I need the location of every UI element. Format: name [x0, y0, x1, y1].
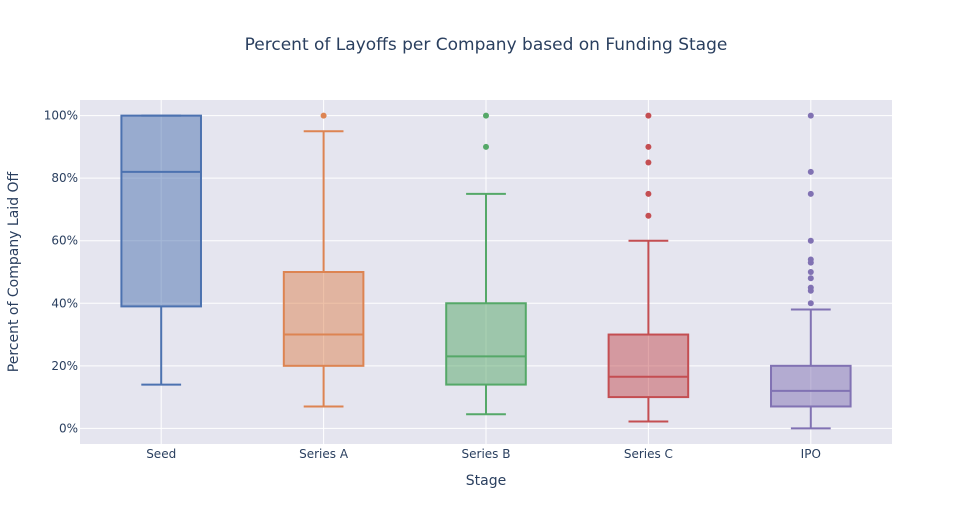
outlier-point [807, 284, 814, 291]
outlier-point [807, 300, 814, 307]
y-tick-label: 100% [44, 109, 78, 123]
outlier-point [645, 112, 652, 119]
outlier-point [807, 269, 814, 275]
iqr-box [445, 302, 527, 386]
outlier-point [807, 275, 814, 282]
iqr-box [120, 114, 202, 308]
y-tick-label: 40% [51, 296, 78, 310]
outlier-point [807, 190, 814, 197]
outlier-point [807, 112, 814, 119]
y-tick-label: 0% [59, 421, 78, 435]
x-axis-ticks: Seed Series A Series B Series C IPO [146, 447, 821, 461]
x-tick-label: Series C [624, 447, 673, 461]
box-ipo [770, 112, 852, 430]
outlier-point [645, 190, 652, 197]
outlier-point [807, 168, 814, 175]
outlier-point [645, 143, 652, 150]
outlier-point [645, 212, 652, 219]
box-series-c [607, 112, 690, 423]
iqr-box [282, 271, 365, 367]
y-axis-ticks: 0% 20% 40% 60% 80% 100% [44, 109, 78, 436]
iqr-box [770, 364, 852, 408]
outlier-point [645, 159, 652, 166]
box-seed [120, 114, 202, 386]
y-axis-title: Percent of Company Laid Off [6, 171, 22, 372]
x-tick-label: Series B [462, 447, 511, 461]
outlier-point [320, 112, 327, 119]
x-tick-label: Seed [146, 447, 176, 461]
boxes [120, 112, 852, 430]
outlier-point [807, 256, 814, 263]
box-series-a [282, 112, 365, 408]
y-tick-label: 20% [51, 359, 78, 373]
outlier-point [483, 112, 489, 119]
iqr-box [607, 333, 690, 399]
chart-title: Percent of Layoffs per Company based on … [245, 35, 728, 55]
outlier-point [483, 143, 489, 150]
x-axis-title: Stage [466, 473, 506, 489]
x-tick-label: IPO [801, 447, 821, 461]
box-series-b [445, 112, 527, 416]
y-tick-label: 80% [51, 171, 78, 185]
y-tick-label: 60% [51, 234, 78, 248]
outlier-point [807, 237, 814, 244]
x-tick-label: Series A [299, 447, 349, 461]
